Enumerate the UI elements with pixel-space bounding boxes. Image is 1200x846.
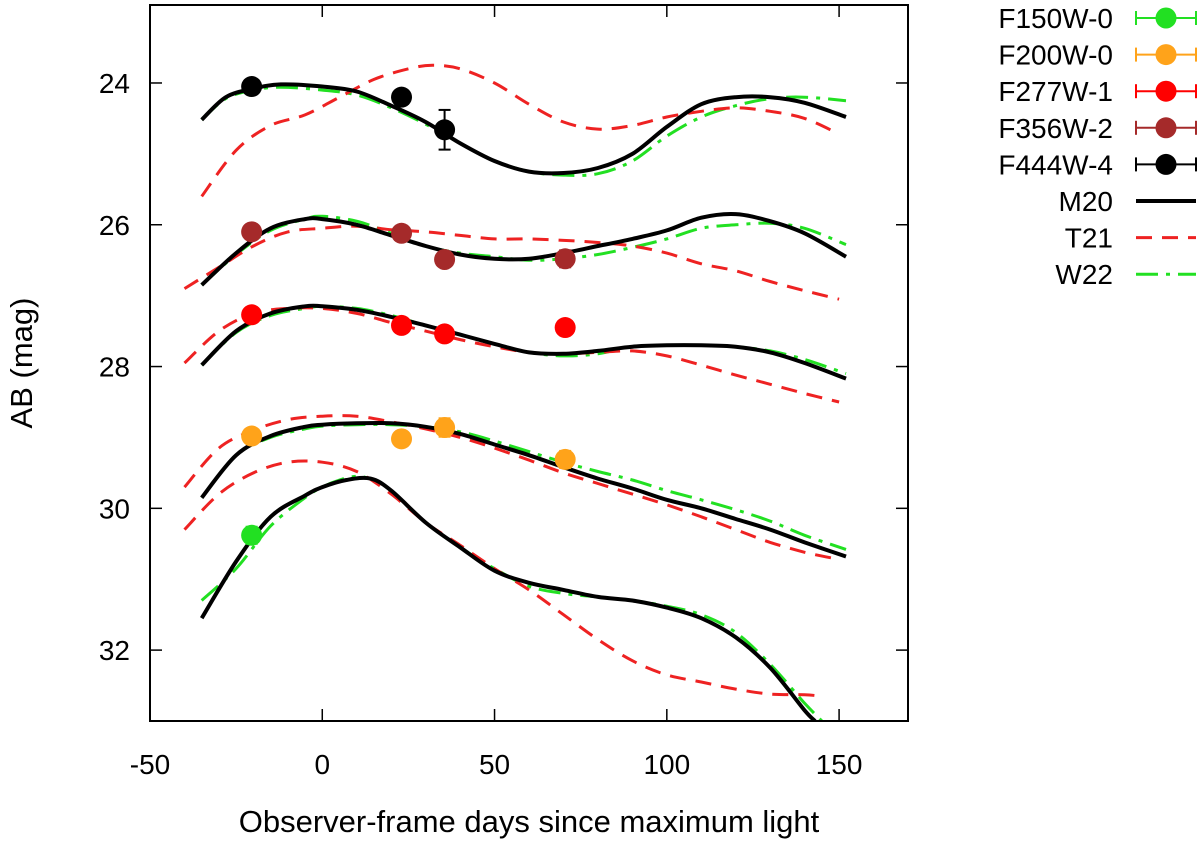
legend-label: F356W-2: [998, 113, 1113, 144]
legend-label: F200W-0: [998, 40, 1113, 71]
data-point-f356w-2: [434, 248, 456, 270]
legend-marker: [1155, 80, 1177, 102]
model-curve-t21: [183, 306, 840, 404]
data-point-f277w-1: [434, 323, 456, 345]
data-point-f444w-4: [391, 86, 413, 108]
legend-label: T21: [1065, 223, 1113, 254]
x-tick-label: 100: [643, 749, 690, 780]
model-curve-t21: [183, 459, 823, 698]
data-point-f200w-0: [391, 428, 413, 450]
data-point-f150w-0: [241, 524, 263, 546]
model-curve-m20: [200, 82, 847, 176]
legend-marker: [1155, 44, 1177, 66]
model-curves: [183, 63, 847, 721]
legend-label: F277W-1: [998, 76, 1113, 107]
y-tick-label: 32: [99, 635, 130, 666]
y-tick-label: 26: [99, 210, 130, 241]
model-curve-m20: [200, 303, 847, 381]
model-curve-m20: [199, 475, 817, 721]
legend-marker: [1155, 117, 1177, 139]
x-tick-label: 150: [816, 749, 863, 780]
x-axis: -50 0 50 100 150: [130, 5, 863, 780]
data-point-f356w-2: [554, 248, 576, 270]
x-tick-label: -50: [130, 749, 170, 780]
x-tick-label: 0: [314, 749, 330, 780]
data-point-f200w-0: [434, 417, 456, 439]
data-point-f444w-4: [434, 119, 456, 141]
y-axis-title: AB (mag): [4, 298, 39, 429]
x-axis-title: Observer-frame days since maximum light: [239, 804, 820, 839]
model-curve-w22: [200, 422, 847, 551]
data-point-f356w-2: [241, 221, 263, 243]
y-tick-label: 30: [99, 493, 130, 524]
legend-label: M20: [1059, 186, 1113, 217]
legend-marker: [1155, 7, 1177, 29]
model-curve-t21: [183, 414, 840, 561]
legend-label: W22: [1055, 259, 1113, 290]
y-axis: 24 26 28 30 32: [99, 68, 908, 666]
model-curve-w22: [200, 474, 823, 721]
y-tick-label: 24: [99, 68, 130, 99]
legend-label: F444W-4: [998, 149, 1113, 180]
legend-marker: [1155, 153, 1177, 175]
data-point-f277w-1: [554, 317, 576, 339]
data-point-f356w-2: [391, 222, 413, 244]
model-curve-w22: [200, 304, 847, 376]
data-point-f200w-0: [241, 425, 263, 447]
x-tick-label: 50: [479, 749, 510, 780]
legend-label: F150W-0: [998, 3, 1113, 34]
observation-points: [241, 76, 576, 546]
model-curve-m20: [200, 420, 847, 559]
data-point-f277w-1: [241, 304, 263, 326]
data-point-f200w-0: [554, 448, 576, 470]
y-tick-label: 28: [99, 352, 130, 383]
model-curve-m20: [200, 211, 847, 287]
model-curve-t21: [200, 63, 840, 198]
plot-frame: [149, 4, 909, 722]
legend: F150W-0 F200W-0 F277W-1 F356W-2 F444W-4 M20 T2…: [998, 3, 1197, 290]
model-curve-t21: [183, 224, 840, 301]
data-point-f277w-1: [391, 314, 413, 336]
data-point-f444w-4: [241, 76, 263, 98]
